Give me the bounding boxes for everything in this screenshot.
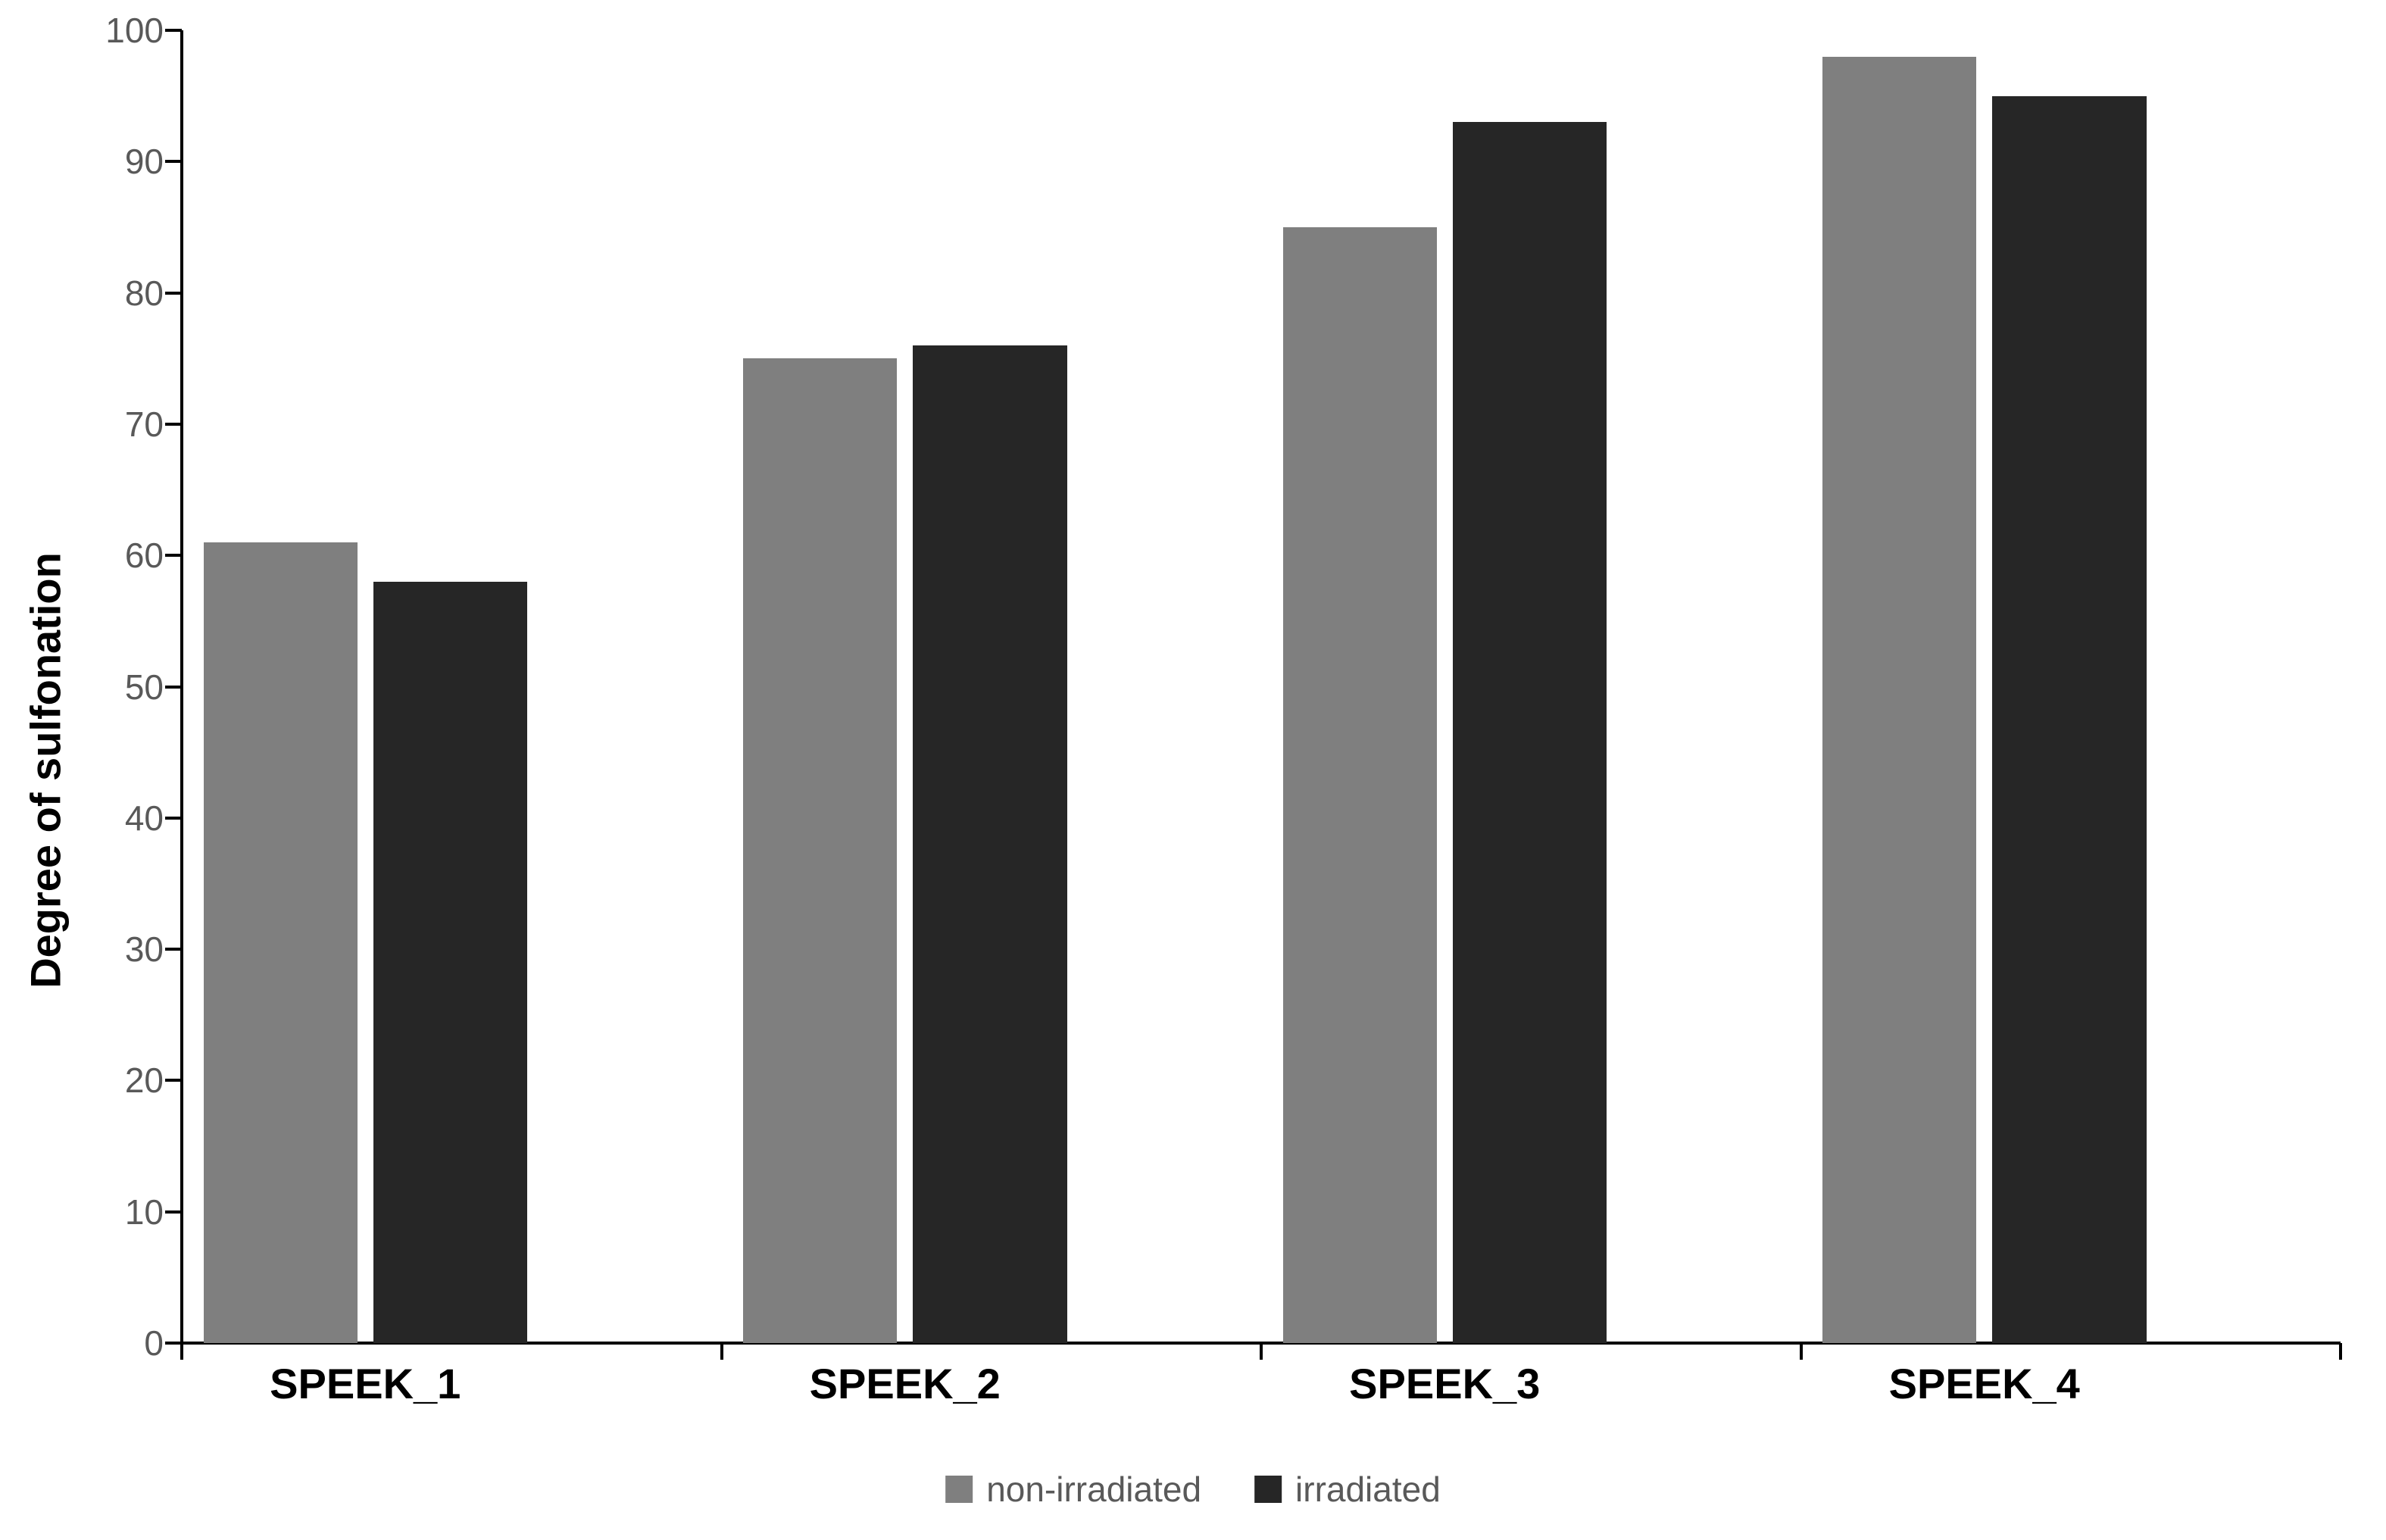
y-tick-label: 30 xyxy=(125,929,182,970)
legend-label: irradiated xyxy=(1295,1469,1441,1510)
bars-layer xyxy=(182,30,2341,1343)
x-tick-mark xyxy=(2339,1343,2342,1360)
y-tick-label: 90 xyxy=(125,141,182,182)
x-category-label: SPEEK_2 xyxy=(810,1359,1001,1408)
x-tick-mark xyxy=(720,1343,723,1360)
y-tick-label: 60 xyxy=(125,535,182,576)
bar xyxy=(1283,227,1437,1343)
bar xyxy=(1822,57,1976,1343)
legend-item: irradiated xyxy=(1254,1469,1441,1510)
x-tick-mark xyxy=(1260,1343,1263,1360)
bar xyxy=(204,542,358,1343)
x-tick-mark xyxy=(180,1343,183,1360)
legend-item: non-irradiated xyxy=(945,1469,1201,1510)
x-category-label: SPEEK_1 xyxy=(270,1359,461,1408)
y-tick-label: 80 xyxy=(125,273,182,314)
bar xyxy=(1992,96,2146,1343)
y-tick-label: 70 xyxy=(125,404,182,445)
x-tick-mark xyxy=(1800,1343,1803,1360)
x-category-label: SPEEK_3 xyxy=(1349,1359,1540,1408)
y-tick-label: 40 xyxy=(125,798,182,839)
y-axis-title: Degree of sulfonation xyxy=(21,552,70,989)
legend-swatch xyxy=(1254,1476,1282,1503)
x-category-label: SPEEK_4 xyxy=(1889,1359,2080,1408)
y-tick-label: 50 xyxy=(125,667,182,708)
y-tick-label: 20 xyxy=(125,1060,182,1101)
y-tick-label: 0 xyxy=(144,1323,182,1364)
y-tick-label: 100 xyxy=(105,10,182,51)
plot-area: 0102030405060708090100SPEEK_1SPEEK_2SPEE… xyxy=(182,30,2341,1343)
legend: non-irradiated irradiated xyxy=(945,1469,1441,1510)
bar xyxy=(373,582,527,1343)
bar xyxy=(913,345,1067,1343)
sulfonation-bar-chart: Degree of sulfonation 010203040506070809… xyxy=(0,0,2386,1540)
legend-swatch xyxy=(945,1476,973,1503)
legend-label: non-irradiated xyxy=(986,1469,1201,1510)
bar xyxy=(1453,122,1607,1343)
bar xyxy=(743,358,897,1343)
y-tick-label: 10 xyxy=(125,1192,182,1232)
